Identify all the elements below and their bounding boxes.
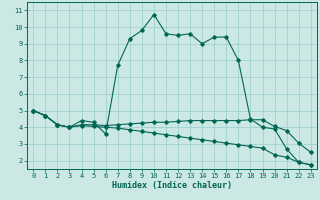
X-axis label: Humidex (Indice chaleur): Humidex (Indice chaleur) <box>112 181 232 190</box>
